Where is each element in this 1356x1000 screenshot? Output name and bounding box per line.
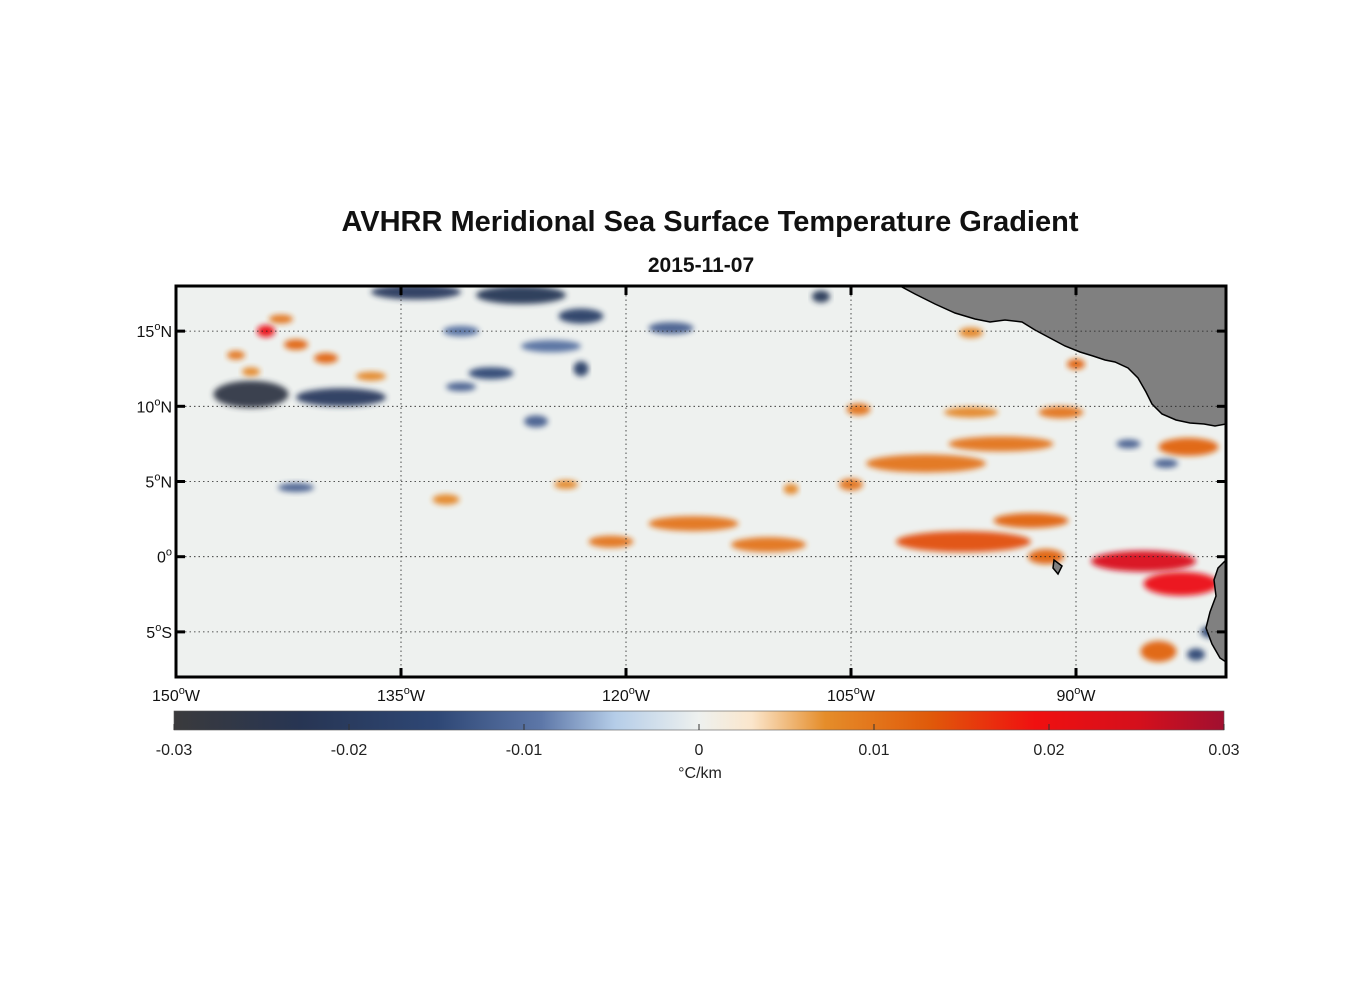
negative-gradient-blob xyxy=(812,290,830,303)
colorbar-ticks: -0.03 -0.02 -0.01 0 0.01 0.02 0.03 xyxy=(156,724,1240,759)
figure-date: 2015-11-07 xyxy=(647,254,755,277)
positive-gradient-blob xyxy=(1091,550,1196,572)
negative-gradient-blob xyxy=(558,308,604,324)
colorbar-tick-label: -0.03 xyxy=(156,742,193,759)
negative-gradient-blob xyxy=(521,340,581,353)
negative-gradient-blob xyxy=(1154,458,1178,468)
positive-gradient-blob xyxy=(896,531,1031,553)
longitude-labels: 150oW 135oW 120oW 105oW 90oW xyxy=(152,685,1096,705)
positive-gradient-blob xyxy=(1143,571,1219,596)
land-layer xyxy=(899,286,1226,663)
lat-tick-label: 5oS xyxy=(146,622,172,642)
negative-gradient-blob xyxy=(1116,439,1141,449)
south-america-land xyxy=(1205,558,1226,663)
positive-gradient-blob xyxy=(1067,358,1085,370)
positive-gradient-blob xyxy=(314,352,338,364)
positive-gradient-blob xyxy=(1140,640,1177,662)
positive-gradient-blob xyxy=(783,483,799,495)
positive-gradient-blob xyxy=(648,516,739,532)
positive-gradient-blob xyxy=(993,513,1069,529)
lon-tick-label: 105oW xyxy=(827,685,876,705)
negative-gradient-blob xyxy=(278,483,314,493)
map-frame xyxy=(174,284,1228,679)
colorbar-tick-label: 0.02 xyxy=(1033,742,1064,759)
negative-gradient-blob xyxy=(213,380,289,408)
lon-tick-label: 135oW xyxy=(377,685,426,705)
negative-gradient-blob xyxy=(573,361,589,377)
colorbar-tick-label: 0.01 xyxy=(858,742,889,759)
colorbar-tick-label: 0 xyxy=(695,742,704,759)
negative-gradient-blob xyxy=(476,286,566,305)
positive-gradient-blob xyxy=(1158,437,1219,456)
positive-gradient-blob xyxy=(731,537,806,553)
positive-gradient-blob xyxy=(1038,406,1084,419)
negative-gradient-blob xyxy=(524,415,548,428)
lon-tick-label: 90oW xyxy=(1056,685,1096,705)
positive-gradient-blob xyxy=(846,403,871,416)
negative-gradient-blob xyxy=(648,322,694,335)
negative-gradient-blob xyxy=(1187,648,1205,661)
lat-tick-label: 5oN xyxy=(145,472,172,492)
colorbar: -0.03 -0.02 -0.01 0 0.01 0.02 0.03 °C/km xyxy=(156,710,1240,782)
negative-gradient-blob xyxy=(296,388,386,407)
positive-gradient-blob xyxy=(959,327,983,338)
positive-gradient-blob xyxy=(944,407,998,418)
figure-title: AVHRR Meridional Sea Surface Temperature… xyxy=(341,206,1079,238)
colorbar-tick-label: -0.02 xyxy=(331,742,368,759)
map-panel: 150oW 135oW 120oW 105oW 90oW 15oN 10oN 5oN 0o 5o… xyxy=(137,284,1228,705)
positive-gradient-blob xyxy=(432,494,460,505)
colorbar-tick-label: 0.03 xyxy=(1208,742,1239,759)
negative-gradient-blob xyxy=(446,382,476,392)
lat-tick-label: 15oN xyxy=(137,321,172,341)
latitude-labels: 15oN 10oN 5oN 0o 5oS xyxy=(137,321,172,642)
colorbar-units: °C/km xyxy=(678,765,722,782)
galapagos-island xyxy=(1052,558,1063,576)
gradient-field xyxy=(213,286,1222,662)
positive-gradient-blob xyxy=(284,339,308,350)
positive-gradient-blob xyxy=(269,314,293,324)
positive-gradient-blob xyxy=(866,454,986,473)
negative-gradient-blob xyxy=(468,367,514,380)
positive-gradient-blob xyxy=(227,350,245,360)
positive-gradient-blob xyxy=(588,535,634,548)
ocean-background xyxy=(176,286,1226,677)
positive-gradient-blob xyxy=(948,436,1054,452)
central-america-land xyxy=(899,286,1226,427)
colorbar-tick-label: -0.01 xyxy=(506,742,543,759)
negative-gradient-blob xyxy=(371,286,461,300)
positive-gradient-blob xyxy=(242,367,260,377)
positive-gradient-blob xyxy=(554,479,578,490)
lon-tick-label: 120oW xyxy=(602,685,651,705)
positive-gradient-blob xyxy=(356,371,386,381)
lat-tick-label: 0o xyxy=(157,547,172,567)
lat-tick-label: 10oN xyxy=(137,396,172,416)
lon-tick-label: 150oW xyxy=(152,685,201,705)
